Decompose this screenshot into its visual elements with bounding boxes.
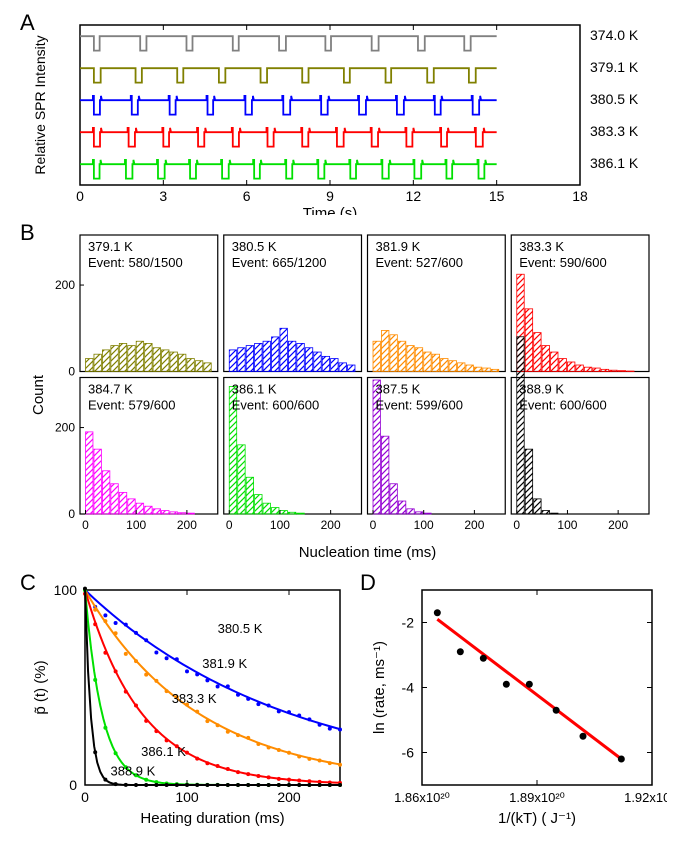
svg-text:Event: 599/600: Event: 599/600 [376, 398, 463, 413]
svg-text:387.5 K: 387.5 K [376, 382, 421, 397]
svg-text:386.1 K: 386.1 K [590, 155, 639, 171]
svg-text:200: 200 [277, 789, 301, 805]
svg-text:Count: Count [30, 374, 47, 415]
svg-text:Nucleation time (ms): Nucleation time (ms) [299, 544, 437, 561]
svg-text:200: 200 [55, 278, 75, 292]
svg-text:Event: 665/1200: Event: 665/1200 [232, 255, 327, 270]
panel-b-chart: Count379.1 KEvent: 580/15000200380.5 KEv… [25, 225, 665, 565]
svg-text:379.1 K: 379.1 K [590, 59, 639, 75]
svg-text:1.92x10²⁰: 1.92x10²⁰ [624, 790, 667, 805]
svg-text:100: 100 [126, 518, 146, 532]
svg-text:100: 100 [557, 518, 577, 532]
svg-text:p̃ (t) (%): p̃ (t) (%) [32, 660, 49, 714]
svg-text:100: 100 [54, 582, 78, 598]
svg-text:0: 0 [81, 789, 89, 805]
svg-text:380.5 K: 380.5 K [218, 621, 263, 636]
svg-text:383.3 K: 383.3 K [172, 691, 217, 706]
svg-text:388.9 K: 388.9 K [111, 763, 156, 778]
svg-text:ln (rate, ms⁻¹): ln (rate, ms⁻¹) [371, 641, 388, 734]
svg-text:388.9 K: 388.9 K [519, 382, 564, 397]
svg-text:380.5 K: 380.5 K [590, 91, 639, 107]
svg-text:1.86x10²⁰: 1.86x10²⁰ [394, 790, 450, 805]
svg-text:1.89x10²⁰: 1.89x10²⁰ [509, 790, 565, 805]
svg-text:18: 18 [572, 188, 588, 204]
svg-text:12: 12 [406, 188, 422, 204]
svg-text:200: 200 [321, 518, 341, 532]
svg-text:Event: 580/1500: Event: 580/1500 [88, 255, 183, 270]
svg-text:384.7 K: 384.7 K [88, 382, 133, 397]
svg-text:9: 9 [326, 188, 334, 204]
svg-text:200: 200 [464, 518, 484, 532]
svg-text:0: 0 [82, 518, 89, 532]
svg-text:100: 100 [270, 518, 290, 532]
panel-a-chart: 0 3 6 9 12 15 18 Relative SPR Intensity Time (s)… [25, 15, 665, 215]
svg-text:0: 0 [68, 507, 75, 521]
svg-text:380.5 K: 380.5 K [232, 239, 277, 254]
svg-text:0: 0 [226, 518, 233, 532]
panel-c-chart: 0 100 200 0 100 380.5 K 381.9 K 383.3 K 386.1 K 3… [25, 575, 355, 835]
svg-text:0: 0 [69, 777, 77, 793]
svg-text:Event: 527/600: Event: 527/600 [376, 255, 463, 270]
svg-text:6: 6 [243, 188, 251, 204]
svg-text:381.9 K: 381.9 K [202, 656, 247, 671]
svg-text:15: 15 [489, 188, 505, 204]
svg-text:100: 100 [414, 518, 434, 532]
svg-text:200: 200 [55, 421, 75, 435]
svg-text:Event: 600/600: Event: 600/600 [519, 398, 606, 413]
svg-text:-4: -4 [402, 680, 415, 696]
svg-text:383.3 K: 383.3 K [519, 239, 564, 254]
svg-text:Time (s): Time (s) [303, 205, 357, 215]
svg-text:0: 0 [370, 518, 377, 532]
panel-d-chart: 1.86x10²⁰ 1.89x10²⁰ 1.92x10²⁰ -6 -4 -2 ln (rat… [362, 575, 667, 835]
svg-text:Relative SPR Intensity: Relative SPR Intensity [32, 35, 48, 174]
svg-text:386.1 K: 386.1 K [232, 382, 277, 397]
svg-text:3: 3 [159, 188, 167, 204]
svg-text:0: 0 [76, 188, 84, 204]
svg-text:200: 200 [177, 518, 197, 532]
svg-text:0: 0 [68, 365, 75, 379]
svg-text:386.1 K: 386.1 K [141, 744, 186, 759]
svg-text:-2: -2 [402, 615, 415, 631]
svg-text:-6: -6 [402, 745, 415, 761]
svg-text:100: 100 [175, 789, 199, 805]
svg-text:0: 0 [513, 518, 520, 532]
svg-text:381.9 K: 381.9 K [376, 239, 421, 254]
svg-text:383.3 K: 383.3 K [590, 123, 639, 139]
svg-text:1/(kT) ( J⁻¹): 1/(kT) ( J⁻¹) [498, 810, 576, 827]
svg-text:379.1 K: 379.1 K [88, 239, 133, 254]
svg-text:374.0 K: 374.0 K [590, 27, 639, 43]
svg-text:Heating duration (ms): Heating duration (ms) [140, 810, 284, 827]
svg-text:Event: 590/600: Event: 590/600 [519, 255, 606, 270]
svg-text:200: 200 [608, 518, 628, 532]
svg-text:Event: 579/600: Event: 579/600 [88, 398, 175, 413]
figure-container: A 0369121518Relative SPR IntensityTime (… [10, 10, 667, 834]
svg-text:Event: 600/600: Event: 600/600 [232, 398, 319, 413]
